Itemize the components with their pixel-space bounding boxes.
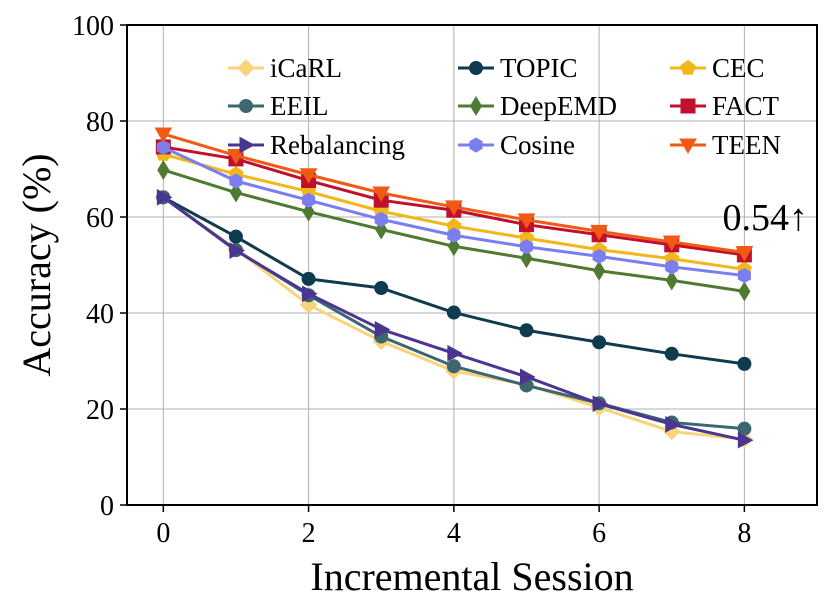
improvement-annotation: 0.54↑ xyxy=(723,197,809,239)
data-point-eeil xyxy=(446,359,461,374)
data-point-cosine xyxy=(447,227,461,243)
x-axis-title: Incremental Session xyxy=(310,554,633,599)
data-point-rebalancing xyxy=(302,285,318,303)
data-point-deepemd xyxy=(738,281,751,302)
legend-item-icarl: iCaRL xyxy=(228,53,342,83)
x-tick-label: 4 xyxy=(447,518,461,549)
y-tick-label: 80 xyxy=(86,107,114,138)
data-point-topic xyxy=(664,346,679,361)
data-point-deepemd xyxy=(593,260,606,281)
legend-item-cosine: Cosine xyxy=(458,130,575,160)
legend-marker xyxy=(469,137,483,153)
data-point-cosine xyxy=(302,192,316,208)
data-point-topic xyxy=(228,229,243,244)
x-tick-label: 8 xyxy=(737,518,751,549)
legend-label: CEC xyxy=(712,53,765,83)
series-teen xyxy=(154,127,754,262)
data-point-deepemd xyxy=(520,248,533,269)
data-point-rebalancing xyxy=(665,416,681,433)
legend-marker xyxy=(237,59,255,77)
series-layer xyxy=(154,127,754,449)
data-point-rebalancing xyxy=(447,344,463,362)
data-point-deepemd xyxy=(665,270,678,291)
legend-label: TEEN xyxy=(712,130,781,160)
legend-label: iCaRL xyxy=(270,53,342,83)
data-point-deepemd xyxy=(157,160,170,180)
data-point-rebalancing xyxy=(519,368,536,386)
legend-item-topic: TOPIC xyxy=(458,53,578,83)
data-point-teen xyxy=(517,213,536,229)
x-tick-label: 2 xyxy=(302,518,316,549)
data-point-deepemd xyxy=(447,236,460,257)
data-point-rebalancing xyxy=(229,242,246,259)
y-tick-label: 60 xyxy=(86,203,114,234)
data-point-teen xyxy=(154,127,173,143)
data-point-cosine xyxy=(592,248,606,264)
series-deepemd xyxy=(157,160,751,302)
legend-label: Cosine xyxy=(500,130,575,160)
legend: iCaRL TOPIC CEC EEIL DeepEMD FACT Rebalancing C… xyxy=(228,53,781,160)
data-point-topic xyxy=(592,335,607,350)
data-point-topic xyxy=(737,356,752,371)
data-point-cosine xyxy=(665,259,679,275)
legend-label: Rebalancing xyxy=(270,130,405,160)
legend-item-cec: CEC xyxy=(670,53,765,83)
y-tick-label: 40 xyxy=(86,299,114,330)
plot-frame xyxy=(126,24,818,506)
y-axis-title: Accuracy (%) xyxy=(14,153,59,376)
data-point-teen xyxy=(662,235,681,251)
legend-marker xyxy=(469,96,483,116)
y-tick-label: 100 xyxy=(72,11,114,42)
legend-marker xyxy=(680,59,696,75)
legend-item-deepemd: DeepEMD xyxy=(458,91,617,121)
legend-label: EEIL xyxy=(270,91,328,121)
legend-item-rebalancing: Rebalancing xyxy=(228,130,405,160)
legend-marker xyxy=(469,61,483,75)
data-point-teen xyxy=(444,200,463,216)
series-cosine xyxy=(156,139,751,284)
data-point-teen xyxy=(590,224,608,241)
data-point-teen xyxy=(372,186,391,203)
legend-item-eeil: EEIL xyxy=(228,91,328,121)
legend-marker xyxy=(679,138,697,155)
data-point-topic xyxy=(301,271,316,286)
data-point-deepemd xyxy=(302,201,315,222)
legend-item-teen: TEEN xyxy=(670,130,781,160)
data-point-topic xyxy=(519,323,534,338)
data-point-rebalancing xyxy=(374,320,391,338)
data-point-cosine xyxy=(374,211,388,227)
data-point-cosine xyxy=(737,267,751,284)
legend-label: DeepEMD xyxy=(500,91,617,121)
x-tick-label: 0 xyxy=(156,518,170,549)
data-point-topic xyxy=(446,305,461,320)
y-tick-label: 20 xyxy=(86,395,114,426)
data-point-rebalancing xyxy=(156,188,173,206)
data-point-cosine xyxy=(229,173,243,189)
legend-marker xyxy=(680,98,696,114)
data-point-rebalancing xyxy=(592,395,609,413)
data-point-topic xyxy=(374,281,389,296)
legend-marker xyxy=(239,136,256,154)
x-tick-label: 6 xyxy=(592,518,606,549)
legend-label: TOPIC xyxy=(500,53,578,83)
legend-label: FACT xyxy=(712,91,780,121)
data-point-teen xyxy=(299,168,318,184)
data-point-eeil xyxy=(737,421,752,436)
data-point-cosine xyxy=(156,139,170,155)
data-point-deepemd xyxy=(229,182,243,203)
legend-item-fact: FACT xyxy=(670,91,780,121)
y-tick-label: 0 xyxy=(100,491,114,522)
data-point-cosine xyxy=(519,239,534,255)
data-point-rebalancing xyxy=(737,431,754,449)
data-point-teen xyxy=(735,246,754,262)
legend-marker xyxy=(239,99,253,113)
series-rebalancing xyxy=(156,188,754,449)
